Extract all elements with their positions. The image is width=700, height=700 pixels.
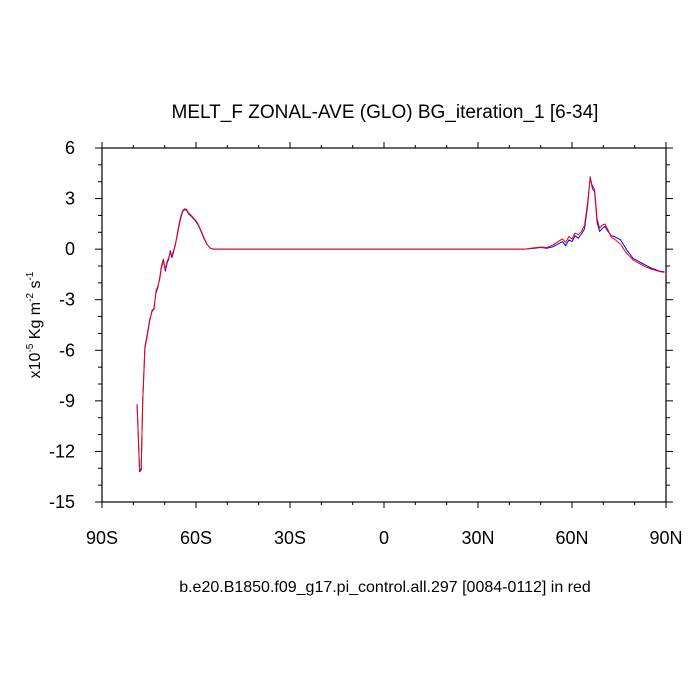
x-tick-label: 90N [649, 528, 682, 548]
chart-title: MELT_F ZONAL-AVE (GLO) BG_iteration_1 [6… [172, 102, 599, 123]
y-tick-label: -3 [59, 290, 75, 310]
plot-frame [102, 148, 666, 502]
x-tick-label: 60S [180, 528, 212, 548]
y-tick-label: -6 [59, 340, 75, 360]
x-tick-label: 30N [461, 528, 494, 548]
y-axis: 6 3 0 -3 -6 -9 -12 -15 [49, 138, 673, 512]
x-axis: 90S 60S 30S 0 30N 60N 90N [86, 142, 683, 548]
x-tick-label: 60N [555, 528, 588, 548]
x-tick-label: 0 [379, 528, 389, 548]
x-axis-label: b.e20.B1850.f09_g17.pi_control.all.297 [… [179, 579, 591, 596]
y-label-exp3: -1 [25, 271, 36, 280]
y-label-prefix: x10 [27, 352, 44, 378]
series-line-1 [137, 178, 664, 470]
y-axis-label: x10-5 Kg m-2 s-1 [25, 271, 44, 378]
chart-canvas: MELT_F ZONAL-AVE (GLO) BG_iteration_1 [6… [0, 0, 700, 700]
series-layer [137, 177, 664, 472]
y-tick-label: -12 [49, 441, 75, 461]
y-label-unit: Kg m [27, 302, 44, 344]
x-tick-label: 90S [86, 528, 118, 548]
y-tick-label: 0 [65, 239, 75, 259]
y-label-unit2: s [27, 281, 44, 293]
y-tick-label: -9 [59, 391, 75, 411]
y-tick-label: -15 [49, 492, 75, 512]
plot-area [102, 148, 666, 502]
y-tick-label: 6 [65, 138, 75, 158]
y-tick-label: 3 [65, 189, 75, 209]
x-tick-label: 30S [274, 528, 306, 548]
